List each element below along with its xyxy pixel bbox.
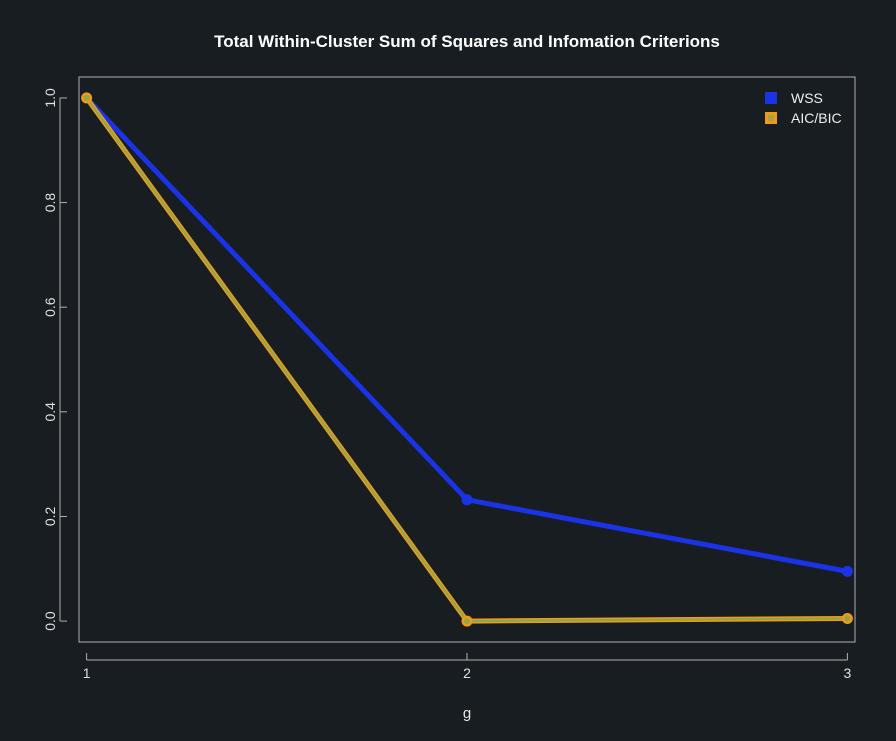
legend: WSS AIC/BIC — [765, 90, 842, 126]
data-point — [841, 565, 853, 577]
legend-swatch-overlay — [768, 115, 774, 121]
chart-title: Total Within-Cluster Sum of Squares and … — [214, 32, 720, 51]
data-point — [461, 494, 473, 506]
legend-swatch — [765, 92, 777, 104]
series-aic-bic — [81, 92, 853, 627]
x-axis: 1 2 3 — [83, 653, 851, 681]
y-tick-label: 0.8 — [42, 193, 58, 213]
x-tick-label: 3 — [843, 665, 851, 681]
series-layer — [81, 92, 853, 627]
y-tick-label: 0.2 — [42, 507, 58, 527]
series-line — [84, 95, 850, 624]
legend-label: AIC/BIC — [791, 110, 842, 126]
y-axis: 0.0 0.2 0.4 0.6 0.8 1.0 — [42, 88, 67, 631]
y-tick-label: 1.0 — [42, 88, 58, 108]
x-tick-label: 2 — [463, 665, 471, 681]
data-point-overlay — [464, 618, 470, 625]
series-wss — [81, 92, 853, 577]
x-axis-label: g — [463, 705, 471, 722]
data-point-overlay — [83, 94, 90, 101]
series-overlay-line — [85, 96, 849, 623]
y-tick-label: 0.6 — [42, 297, 58, 317]
plot-frame — [78, 76, 856, 643]
y-tick-label: 0.0 — [42, 611, 58, 631]
y-tick-label: 0.4 — [42, 402, 58, 422]
data-point-overlay — [844, 615, 851, 622]
x-tick-label: 1 — [83, 665, 91, 681]
legend-label: WSS — [791, 90, 823, 106]
